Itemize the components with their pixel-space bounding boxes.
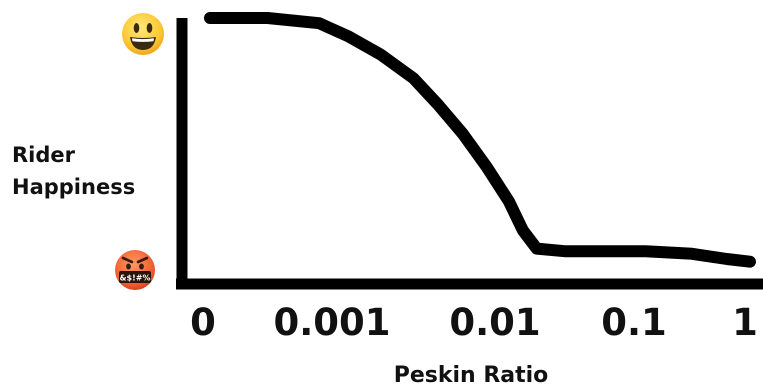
x-tick-2: 0.01 — [449, 301, 540, 344]
x-axis-label: Peskin Ratio — [394, 363, 549, 387]
x-tick-3: 0.1 — [601, 301, 667, 344]
angry-face-symbols: &$!#% — [120, 274, 151, 283]
face-with-symbols-on-mouth-icon: &$!#% — [115, 250, 155, 290]
ylabel-line-1: Rider — [12, 143, 76, 167]
x-tick-4: 1 — [732, 301, 758, 344]
x-tick-0: 0 — [190, 301, 216, 344]
ylabel-line-2: Happiness — [12, 175, 135, 199]
grinning-face-icon — [122, 13, 164, 55]
x-tick-1: 0.001 — [273, 301, 390, 344]
series-line — [204, 12, 756, 268]
